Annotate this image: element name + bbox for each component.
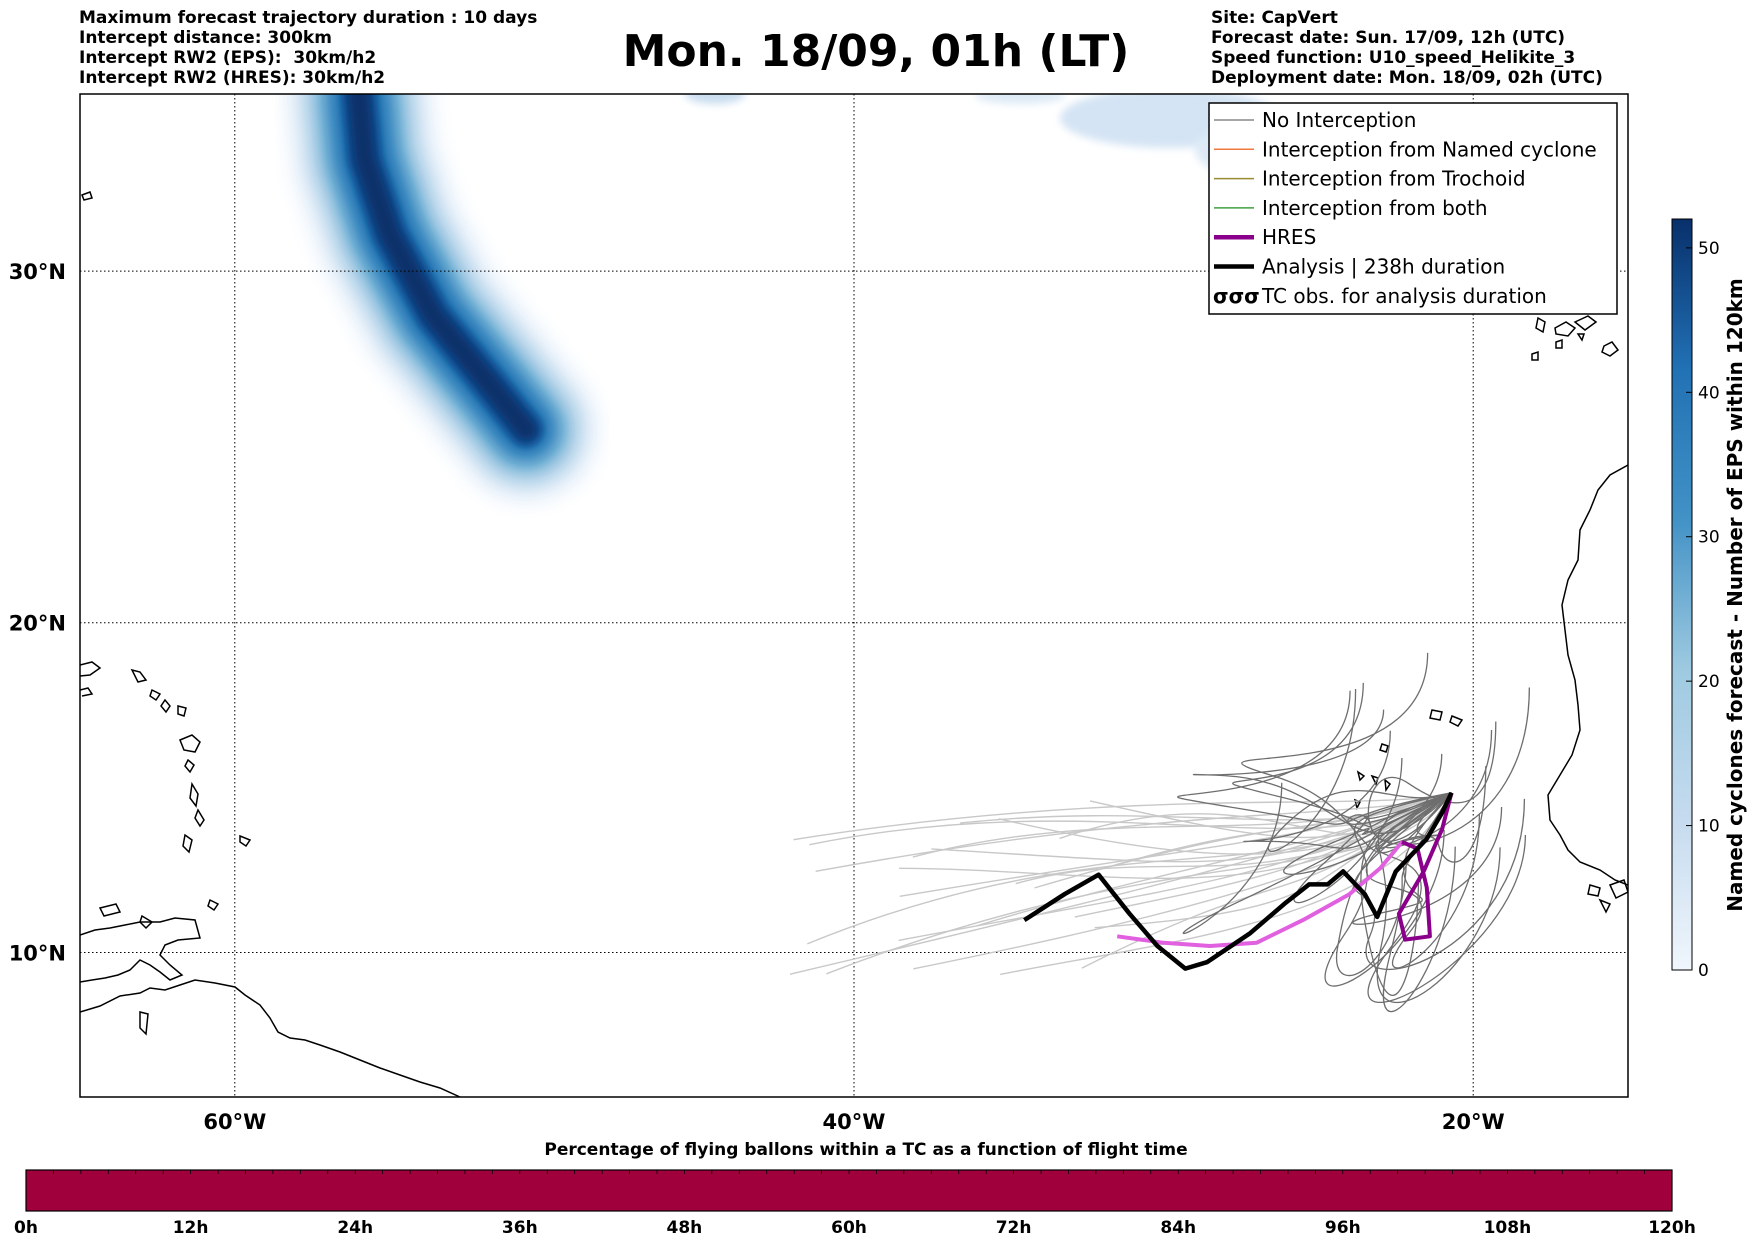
header-right-line-3: Deployment date: Mon. 18/09, 02h (UTC): [1211, 68, 1603, 88]
ensemble-track: [1243, 730, 1452, 849]
ensemble-track: [1267, 688, 1452, 852]
header-right-line-1: Forecast date: Sun. 17/09, 12h (UTC): [1211, 28, 1566, 48]
hres-trajectory-late: [1396, 792, 1454, 942]
timeline-tick-label: 0h: [14, 1218, 38, 1238]
map-grid: [80, 94, 1628, 1097]
ensemble-track: [1382, 792, 1456, 1013]
legend-label: TC obs. for analysis duration: [1261, 284, 1547, 308]
hres-trajectory: [1116, 840, 1404, 948]
coastlines: [80, 191, 1628, 1097]
header-left-line-0: Maximum forecast trajectory duration : 1…: [79, 8, 538, 28]
legend-label: HRES: [1262, 225, 1316, 249]
colorbar-tick-label: 40: [1698, 383, 1720, 403]
map-frame: [79, 93, 1629, 1098]
ensemble-track: [1367, 721, 1497, 842]
legend-label: Analysis | 238h duration: [1262, 255, 1505, 279]
timeline-tick-label: 120h: [1648, 1218, 1696, 1238]
axis-tick-labels: 60°W 40°W 20°W 30°N 20°N 10°N: [9, 260, 1505, 1134]
timeline-tick-label: 108h: [1484, 1218, 1532, 1238]
ensemble-track: [1335, 792, 1452, 977]
ensemble-track: [1241, 652, 1453, 854]
ensemble-track: [826, 792, 1453, 975]
timeline-tick-label: 96h: [1325, 1218, 1361, 1238]
ensemble-track: [1376, 766, 1487, 863]
ensemble-track: [1353, 792, 1526, 971]
ensemble-track: [1352, 792, 1503, 925]
ensemble-track: [1192, 709, 1452, 834]
lon-tick-label: 20°W: [1442, 1110, 1505, 1134]
timeline-bar-fill: [26, 1170, 1672, 1211]
colorbar-tick-label: 20: [1698, 672, 1720, 692]
colorbar-tick-label: 50: [1698, 239, 1720, 259]
lon-tick-label: 40°W: [823, 1110, 886, 1134]
timeline-tick-label: 36h: [502, 1218, 538, 1238]
ensemble-track: [1385, 729, 1493, 849]
flight-time-timeline: Percentage of flying ballons within a TC…: [14, 1140, 1696, 1238]
header-left-line-1: Intercept distance: 300km: [79, 28, 332, 48]
map-legend: No Interception Interception from Named c…: [1208, 102, 1618, 315]
colorbar-tick-label: 0: [1698, 961, 1709, 981]
lon-tick-label: 60°W: [203, 1110, 266, 1134]
header-right-line-0: Site: CapVert: [1211, 8, 1338, 28]
legend-label: Interception from both: [1262, 196, 1488, 220]
colorbar-tick-label: 10: [1698, 817, 1720, 837]
ensemble-track: [1034, 792, 1452, 889]
header-right-line-2: Speed function: U10_speed_Helikite_3: [1211, 48, 1576, 68]
lat-tick-label: 20°N: [9, 612, 66, 636]
header-right-info: Site: CapVert Forecast date: Sun. 17/09, …: [1211, 8, 1603, 88]
colorbar-label: Named cyclones forecast - Number of EPS …: [1723, 278, 1747, 912]
lat-tick-label: 10°N: [9, 941, 66, 965]
main-title: Mon. 18/09, 01h (LT): [622, 26, 1130, 77]
timeline-tick-label: 24h: [337, 1218, 373, 1238]
timeline-tick-label: 72h: [996, 1218, 1032, 1238]
colorbar-tick-label: 30: [1698, 528, 1720, 548]
legend-label: Interception from Named cyclone: [1262, 137, 1597, 161]
ensemble-track: [1182, 782, 1452, 935]
ensemble-track: [793, 792, 1452, 841]
timeline-tick-label: 12h: [173, 1218, 209, 1238]
timeline-title: Percentage of flying ballons within a TC…: [544, 1140, 1187, 1160]
lat-tick-label: 30°N: [9, 260, 66, 284]
timeline-tick-label: 60h: [831, 1218, 867, 1238]
ensemble-track: [931, 792, 1452, 863]
legend-label: No Interception: [1262, 108, 1416, 132]
density-layer: [348, 94, 536, 440]
timeline-tick-label: 84h: [1160, 1218, 1196, 1238]
legend-label: Interception from Trochoid: [1262, 167, 1526, 191]
header-left-line-2: Intercept RW2 (EPS): 30km/h2: [79, 48, 377, 68]
header-left-info: Maximum forecast trajectory duration : 1…: [79, 8, 537, 88]
legend-tc-symbol: σσσ: [1213, 284, 1260, 308]
ensemble-track: [1232, 682, 1452, 828]
ensemble-track: [959, 792, 1452, 824]
named-cyclone-density-swath: [283, 94, 601, 505]
analysis-trajectory: [1023, 791, 1454, 971]
legend-box: [1208, 102, 1618, 315]
colorbar-gradient: [1671, 218, 1693, 971]
header-left-line-3: Intercept RW2 (HRES): 30km/h2: [79, 68, 386, 88]
timeline-tick-label: 48h: [667, 1218, 703, 1238]
